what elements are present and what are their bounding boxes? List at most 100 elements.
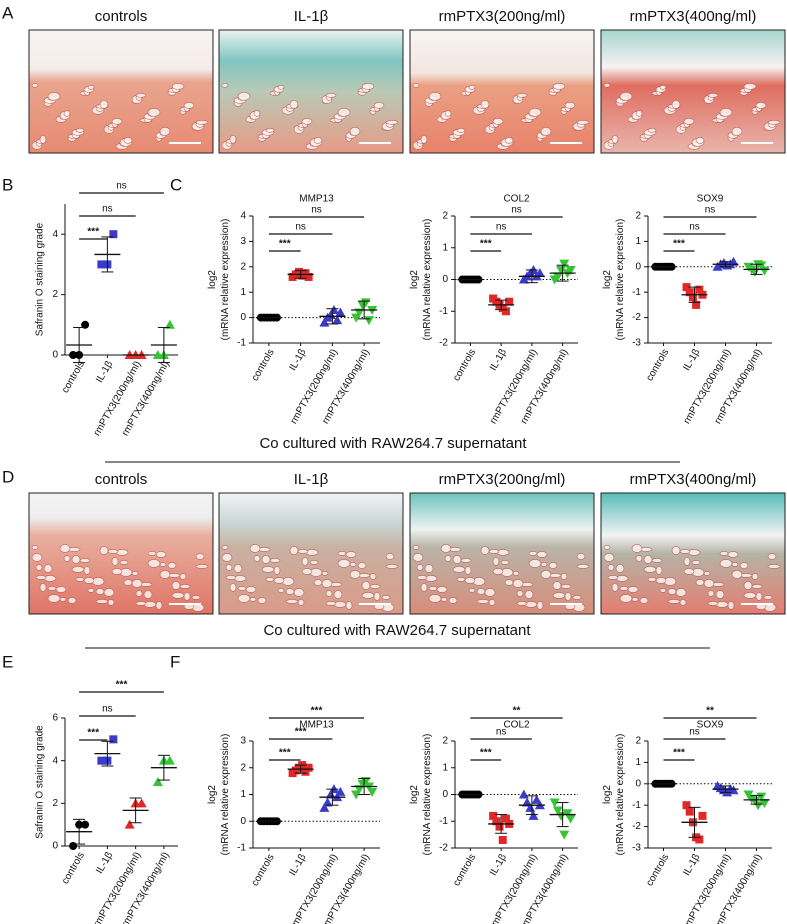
cell <box>603 545 611 550</box>
x-tick-label: IL-1β <box>681 347 702 373</box>
cell <box>47 92 61 101</box>
cell <box>619 92 633 101</box>
data-point <box>301 767 310 776</box>
cell <box>707 590 715 597</box>
cell <box>337 559 351 568</box>
cell <box>611 135 619 144</box>
significance-label: *** <box>673 239 685 250</box>
y-tick-label: 0 <box>442 274 448 285</box>
data-point <box>565 814 576 824</box>
y-tick-label: -1 <box>439 306 448 317</box>
panel-label: B <box>2 175 13 194</box>
data-point <box>164 319 175 329</box>
cell <box>719 559 733 568</box>
cell <box>225 564 233 571</box>
cell <box>703 579 715 588</box>
cell <box>237 92 251 101</box>
data-point <box>492 817 501 826</box>
cell <box>221 83 229 88</box>
cell <box>751 573 759 580</box>
error-bar <box>556 802 569 828</box>
significance-label: ** <box>706 706 714 717</box>
cell <box>59 597 67 602</box>
cell <box>540 127 552 136</box>
cell <box>647 577 657 582</box>
cell <box>289 100 299 109</box>
data-point <box>360 777 371 787</box>
cell <box>755 592 763 601</box>
cell <box>731 127 743 136</box>
data-point <box>565 265 576 275</box>
cell <box>297 549 309 554</box>
cell <box>337 108 351 117</box>
cell <box>516 590 524 597</box>
data-point <box>528 810 539 820</box>
cell <box>325 93 337 98</box>
cell <box>635 555 643 562</box>
cell <box>253 555 261 562</box>
cell <box>428 586 438 591</box>
cell <box>679 549 691 554</box>
cell <box>739 562 749 569</box>
cell <box>159 570 171 579</box>
cell <box>420 583 428 592</box>
histology-image <box>600 29 786 154</box>
cell <box>221 545 229 550</box>
y-tick-label: -1 <box>237 338 246 349</box>
cell <box>763 595 773 600</box>
data-point <box>97 260 106 269</box>
cell <box>83 566 91 575</box>
cell <box>476 599 490 604</box>
data-point <box>552 272 563 282</box>
cell <box>615 564 625 573</box>
image-title: IL-1β <box>294 471 329 488</box>
cell <box>103 588 115 597</box>
cell <box>691 560 701 565</box>
cell <box>361 592 375 599</box>
cell <box>528 559 542 568</box>
cell <box>440 597 448 602</box>
y-tick-label: -1 <box>439 816 448 827</box>
cell <box>480 100 490 109</box>
significance-label: *** <box>116 680 128 691</box>
panel-label: E <box>2 652 13 671</box>
significance-label: ns <box>102 204 113 215</box>
cell <box>516 93 528 98</box>
cell <box>603 553 615 562</box>
cell <box>159 562 167 567</box>
data-point <box>556 811 567 821</box>
x-tick-label: controls <box>644 852 671 888</box>
cell <box>301 557 309 566</box>
chart-title: SOX9 <box>697 720 724 731</box>
cell <box>504 137 514 144</box>
cell <box>504 579 514 586</box>
data-point <box>97 756 106 765</box>
cell <box>456 577 466 582</box>
y-tick-label: 4 <box>240 211 246 222</box>
y-tick-label: 2 <box>52 798 58 809</box>
cell <box>71 566 85 573</box>
cell <box>261 566 275 573</box>
cell <box>221 553 233 562</box>
cell <box>572 595 582 600</box>
cell <box>464 577 476 584</box>
y-tick-label: 0 <box>635 778 641 789</box>
significance-label: *** <box>295 727 307 738</box>
data-point <box>335 786 346 796</box>
image-title: rmPTX3(400ng/ml) <box>630 471 757 488</box>
cell <box>385 120 399 125</box>
cell <box>528 108 542 117</box>
data-point <box>559 259 570 269</box>
histology-image <box>28 29 214 154</box>
cell <box>249 544 261 553</box>
cell <box>707 601 719 606</box>
y-tick-label: 2 <box>240 261 246 272</box>
cell <box>119 560 129 565</box>
cell <box>536 601 544 610</box>
y-tick-label: -2 <box>632 821 641 832</box>
error-bar <box>719 261 732 268</box>
cell <box>229 135 237 144</box>
cell <box>552 592 566 599</box>
data-point <box>325 789 336 799</box>
